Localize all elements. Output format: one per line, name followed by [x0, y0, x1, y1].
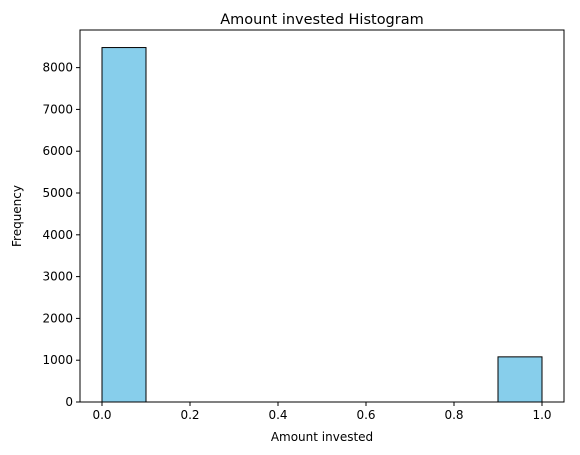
x-tick-label: 0.8: [444, 408, 463, 422]
x-tick-label: 0.6: [356, 408, 375, 422]
y-tick-label: 4000: [42, 228, 73, 242]
y-axis-label: Frequency: [10, 185, 24, 247]
y-tick-label: 3000: [42, 270, 73, 284]
y-tick-label: 1000: [42, 353, 73, 367]
x-tick-label: 0.0: [92, 408, 111, 422]
plot-area-frame: [79, 29, 565, 403]
x-tick-label: 1.0: [532, 408, 551, 422]
y-axis-ticks: 0 1000 2000 3000 4000 5000 6000 7000 8000: [42, 61, 80, 409]
y-tick-label: 6000: [42, 144, 73, 158]
chart-title: Amount invested Histogram: [220, 12, 424, 28]
x-tick-label: 0.2: [180, 408, 199, 422]
x-axis-label: Amount invested: [271, 430, 373, 444]
y-tick-label: 7000: [42, 102, 73, 116]
y-tick-label: 8000: [42, 61, 73, 75]
histogram-bar-0: [101, 47, 147, 403]
x-axis-ticks: 0.0 0.2 0.4 0.6 0.8 1.0: [92, 402, 552, 422]
y-tick-label: 0: [65, 395, 73, 409]
histogram-bar-9: [497, 356, 543, 403]
y-tick-label: 2000: [42, 311, 73, 325]
histogram-bars: [101, 47, 543, 403]
x-tick-label: 0.4: [268, 408, 287, 422]
y-tick-label: 5000: [42, 186, 73, 200]
